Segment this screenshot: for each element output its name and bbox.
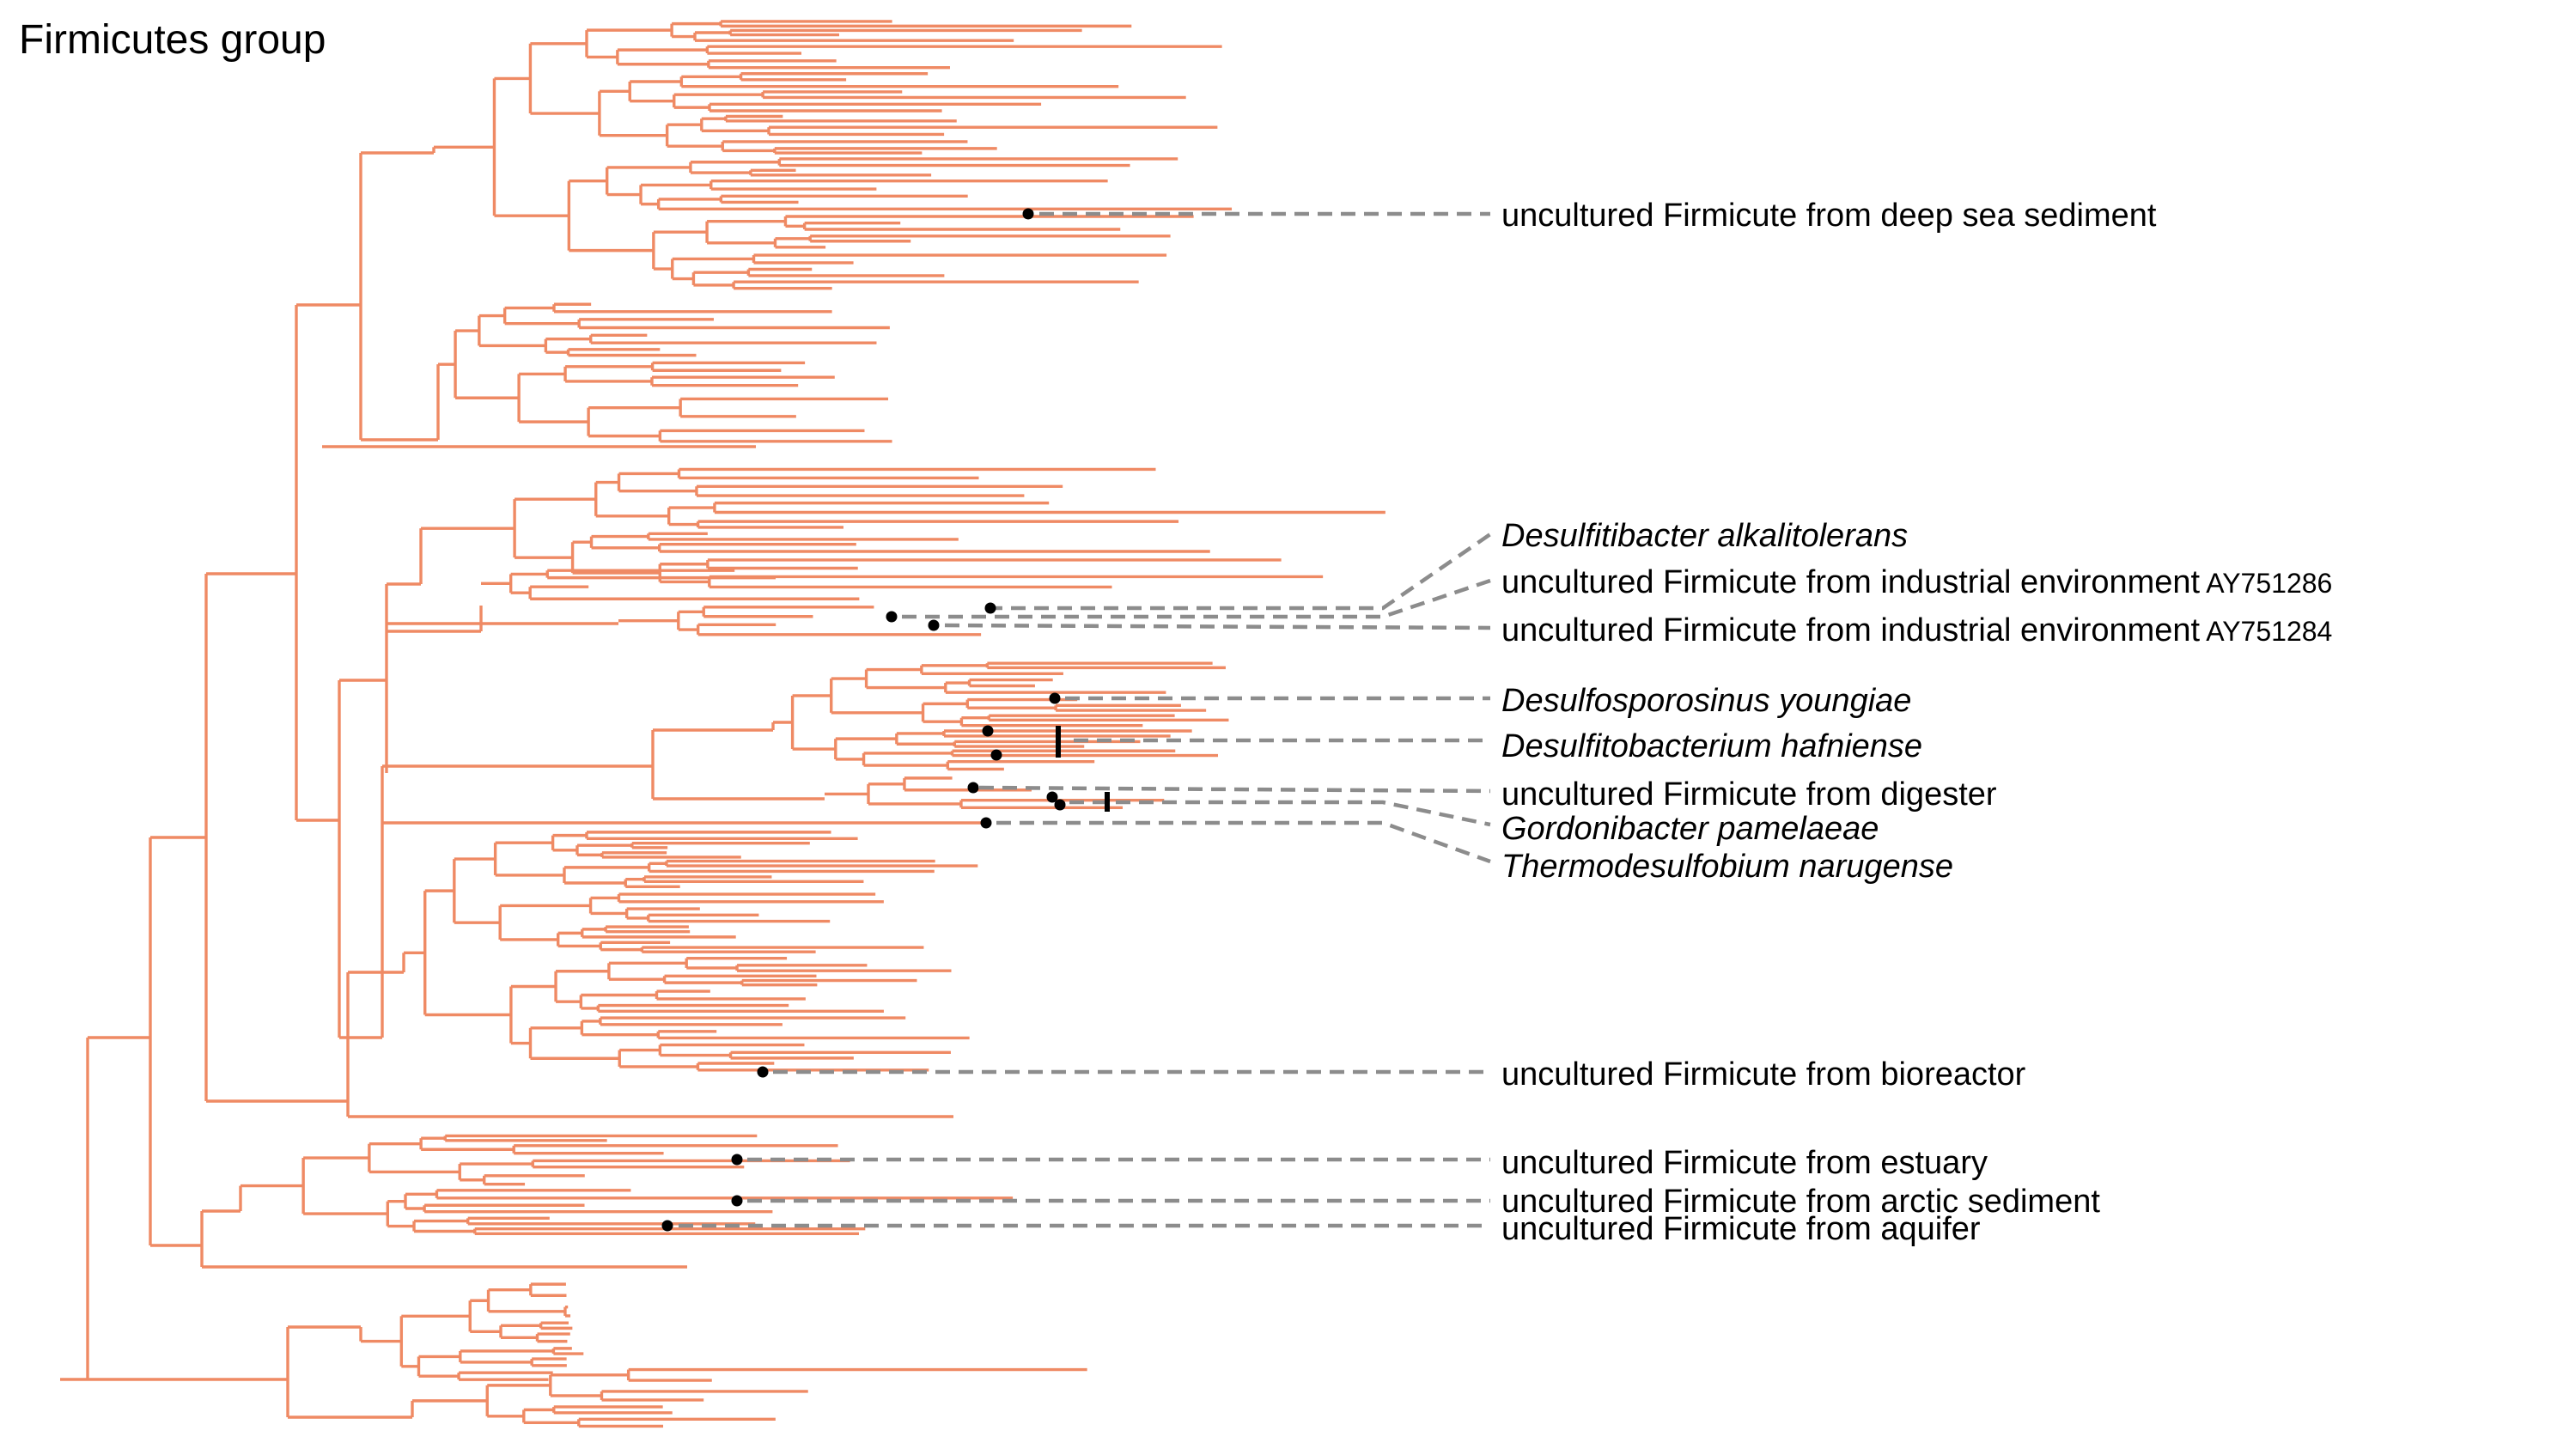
- node-marker: [980, 817, 992, 829]
- node-marker: [886, 611, 898, 623]
- taxon-label-desulfitobacterium: Desulfitobacterium hafniense: [1501, 728, 1922, 764]
- node-marker: [984, 602, 996, 614]
- figure-title: Firmicutes group: [19, 17, 326, 63]
- taxon-label-estuary: uncultured Firmicute from estuary: [1501, 1145, 1988, 1181]
- node-marker: [1049, 692, 1061, 704]
- taxon-label-gordonibacter: Gordonibacter pamelaeae: [1501, 811, 1879, 847]
- taxon-labels: uncultured Firmicute from deep sea sedim…: [1501, 198, 2332, 1247]
- leader-line-thermodesulfobium: [996, 820, 1491, 864]
- taxon-label-desulfitibacter: Desulfitibacter alkalitolerans: [1501, 518, 1908, 554]
- leader-line-industrial_1284: [944, 623, 1491, 630]
- node-marker: [1046, 791, 1058, 803]
- taxon-accession: AY751284: [2200, 616, 2332, 647]
- leader-line-digester: [978, 785, 1491, 794]
- taxon-label-digester: uncultured Firmicute from digester: [1501, 776, 1997, 813]
- node-marker: [1054, 799, 1066, 811]
- taxon-label-industrial_1286: uncultured Firmicute from industrial env…: [1501, 564, 2332, 600]
- node-marker: [982, 725, 994, 737]
- taxon-label-aquifer: uncultured Firmicute from aquifer: [1501, 1211, 1981, 1247]
- label-leader-lines: [679, 211, 1492, 1228]
- node-marker: [731, 1195, 743, 1207]
- node-marker: [731, 1154, 743, 1166]
- node-marker: [990, 749, 1002, 761]
- taxon-label-arctic: uncultured Firmicute from arctic sedimen…: [1501, 1184, 2100, 1220]
- node-marker: [967, 782, 979, 794]
- node-marker: [661, 1220, 673, 1232]
- taxon-label-thermodesulfobium: Thermodesulfobium narugense: [1501, 849, 1953, 885]
- node-markers: [661, 208, 1110, 1232]
- node-marker: [1022, 208, 1034, 220]
- taxon-accession: AY751286: [2200, 568, 2332, 599]
- leader-line-desulfitibacter: [988, 533, 1492, 611]
- taxon-label-bioreactor: uncultured Firmicute from bioreactor: [1501, 1056, 2026, 1093]
- leader-line-gordonibacter: [1069, 800, 1491, 827]
- node-marker: [757, 1066, 769, 1078]
- taxon-label-deep_sea: uncultured Firmicute from deep sea sedim…: [1501, 198, 2157, 234]
- taxon-label-industrial_1284: uncultured Firmicute from industrial env…: [1501, 612, 2332, 648]
- taxon-label-desulfosporosinus: Desulfosporosinus youngiae: [1501, 683, 1911, 719]
- node-marker: [928, 619, 940, 631]
- tree-branches: [60, 20, 1385, 1428]
